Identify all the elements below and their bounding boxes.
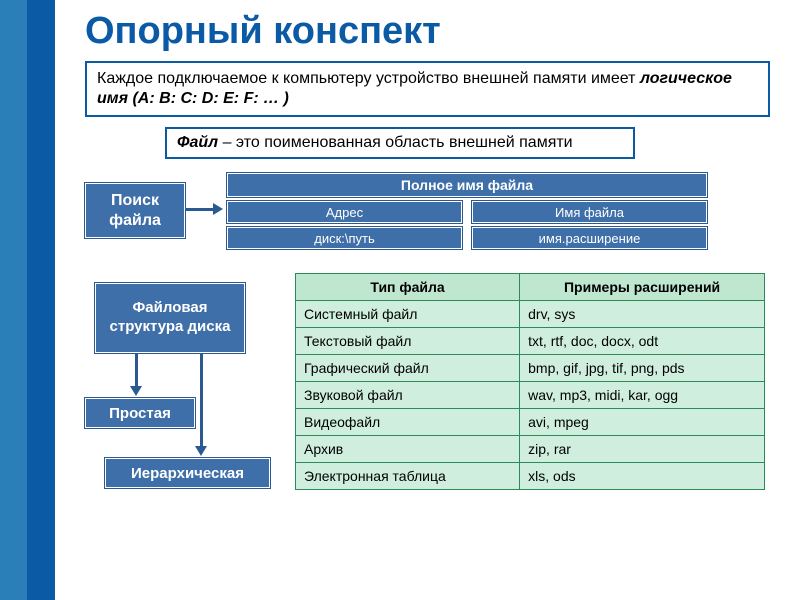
box-diskpath: диск:\путь (227, 227, 462, 249)
def1-text: Каждое подключаемое к компьютеру устройс… (97, 70, 640, 87)
cell-type: Графический файл (296, 355, 520, 382)
cell-type: Видеофайл (296, 409, 520, 436)
box-filename: Имя файла (472, 201, 707, 223)
box-hierarchical: Иерархическая (105, 458, 270, 488)
table-row: Электронная таблицаxls, ods (296, 463, 765, 490)
box-fullname: Полное имя файла (227, 173, 707, 197)
arrow-search-to-fullname (185, 208, 215, 211)
table-row: Текстовый файлtxt, rtf, doc, docx, odt (296, 328, 765, 355)
arrow-head-search (213, 203, 223, 215)
cell-ext: txt, rtf, doc, docx, odt (520, 328, 765, 355)
cell-ext: wav, mp3, midi, kar, ogg (520, 382, 765, 409)
page-title: Опорный конспект (85, 10, 770, 53)
cell-ext: bmp, gif, jpg, tif, png, pds (520, 355, 765, 382)
cell-type: Архив (296, 436, 520, 463)
box-address: Адрес (227, 201, 462, 223)
cell-type: Системный файл (296, 301, 520, 328)
table-header-type: Тип файла (296, 274, 520, 301)
box-simple: Простая (85, 398, 195, 428)
diagram-filename: Поиск файла Полное имя файла Адрес Имя ф… (85, 173, 770, 263)
cell-ext: zip, rar (520, 436, 765, 463)
arrow-fs-hier (200, 353, 203, 448)
cell-type: Текстовый файл (296, 328, 520, 355)
arrow-head-fs-simple (130, 386, 142, 396)
cell-type: Электронная таблица (296, 463, 520, 490)
table-row: Звуковой файлwav, mp3, midi, kar, ogg (296, 382, 765, 409)
box-search-file: Поиск файла (85, 183, 185, 238)
cell-ext: xls, ods (520, 463, 765, 490)
table-header-ext: Примеры расширений (520, 274, 765, 301)
lower-section: Файловая структура диска Простая Иерархи… (85, 273, 770, 533)
file-types-table: Тип файла Примеры расширений Системный ф… (295, 273, 765, 490)
arrow-head-fs-hier (195, 446, 207, 456)
box-nameext: имя.расширение (472, 227, 707, 249)
table-row: Архивzip, rar (296, 436, 765, 463)
def2-text: – это поименованная область внешней памя… (218, 134, 573, 151)
definition-box-1: Каждое подключаемое к компьютеру устройс… (85, 61, 770, 117)
main-content: Опорный конспект Каждое подключаемое к к… (55, 0, 800, 600)
table-row: Системный файлdrv, sys (296, 301, 765, 328)
def2-bold: Файл (177, 134, 218, 151)
cell-type: Звуковой файл (296, 382, 520, 409)
sidebar-stripe-1 (0, 0, 27, 600)
cell-ext: avi, mpeg (520, 409, 765, 436)
left-sidebar (0, 0, 55, 600)
cell-ext: drv, sys (520, 301, 765, 328)
arrow-fs-simple (135, 353, 138, 388)
table-row: Видеофайлavi, mpeg (296, 409, 765, 436)
box-file-structure: Файловая структура диска (95, 283, 245, 353)
definition-box-2: Файл – это поименованная область внешней… (165, 127, 635, 159)
sidebar-stripe-2 (27, 0, 55, 600)
table-row: Графический файлbmp, gif, jpg, tif, png,… (296, 355, 765, 382)
